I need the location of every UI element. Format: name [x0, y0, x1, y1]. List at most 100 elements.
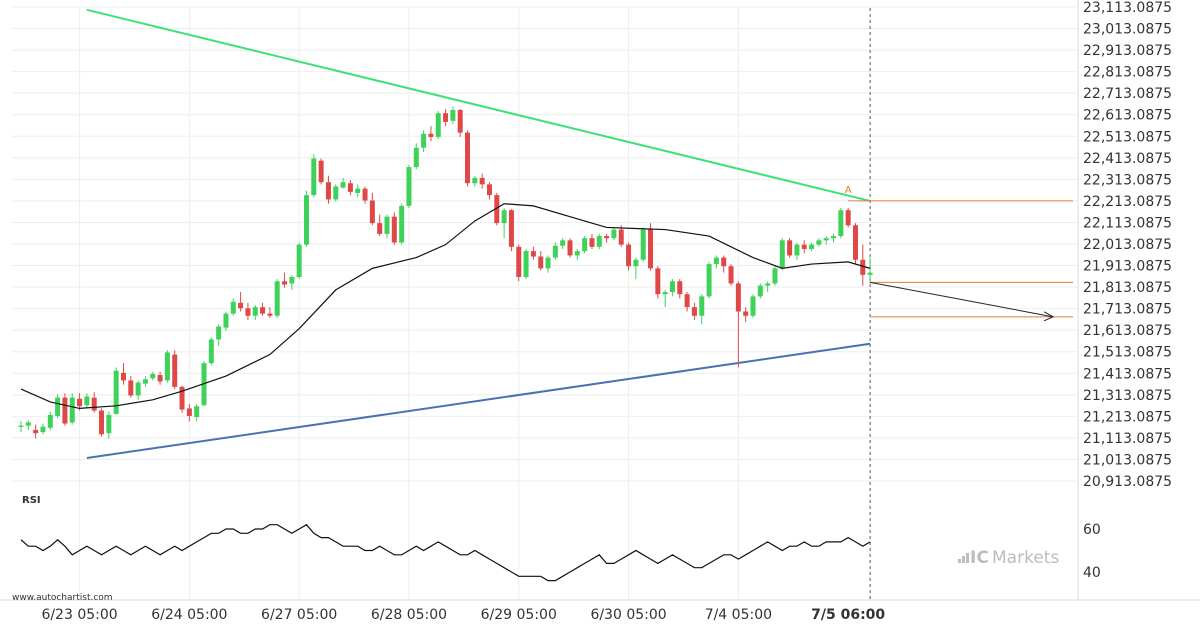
candle-body [523, 251, 529, 277]
candle-body [289, 276, 295, 284]
price-tick-label: 21,213.0875 [1083, 409, 1172, 425]
rsi-tick-label: 60 [1083, 522, 1101, 538]
candle-body [238, 302, 244, 309]
candle-body [604, 236, 610, 239]
candle-body [40, 426, 46, 433]
candle-body [479, 177, 485, 185]
time-tick-label: 6/24 05:00 [151, 607, 227, 623]
candle-body [318, 160, 324, 183]
candle-body [472, 177, 478, 184]
candle-body [809, 244, 815, 249]
candle-body [62, 397, 68, 424]
candle-body [296, 244, 302, 277]
time-tick-label: 6/27 05:00 [261, 607, 337, 623]
candle-body [194, 406, 200, 418]
candle-body [640, 229, 646, 260]
price-tick-label: 22,013.0875 [1083, 237, 1172, 253]
price-tick-label: 21,913.0875 [1083, 259, 1172, 275]
candle-body [501, 210, 507, 224]
overlay: A [20, 185, 1073, 410]
candle-body [142, 379, 148, 384]
candle-body [282, 281, 288, 285]
candle-body [252, 307, 258, 316]
time-tick-label: 6/28 05:00 [371, 607, 447, 623]
price-tick-label: 22,313.0875 [1083, 172, 1172, 188]
candle-body [106, 414, 112, 434]
candle-body [303, 195, 309, 245]
candle-body [120, 372, 126, 381]
candle-body [508, 210, 514, 247]
candle-body [55, 397, 61, 416]
candle-body [567, 240, 573, 256]
candle-body [486, 184, 492, 196]
pattern-label: A [845, 185, 852, 196]
candle-body [662, 292, 668, 295]
candle-body [582, 238, 588, 252]
price-tick-label: 23,113.0875 [1083, 0, 1172, 16]
projection-arrowhead [1043, 311, 1055, 322]
candle-body [626, 244, 632, 267]
candle-body [596, 236, 602, 247]
candle-body [516, 246, 522, 277]
rsi-label: RSI [22, 495, 41, 506]
candle-body [713, 257, 719, 265]
candle-body [691, 307, 697, 316]
time-tick-label: 7/4 05:00 [705, 607, 772, 623]
candle-body [845, 210, 851, 226]
candle-body [384, 216, 390, 234]
candle-body [421, 133, 427, 148]
price-tick-label: 22,213.0875 [1083, 194, 1172, 210]
candle-body [157, 375, 163, 382]
candle-body [816, 240, 822, 245]
price-tick-label: 21,413.0875 [1083, 366, 1172, 382]
candle-body [355, 188, 361, 193]
candle-body [325, 182, 331, 200]
candle-body [757, 285, 763, 297]
price-tick-label: 22,813.0875 [1083, 65, 1172, 81]
price-tick-label: 22,113.0875 [1083, 215, 1172, 231]
time-tick-label: 6/29 05:00 [481, 607, 557, 623]
price-tick-label: 21,713.0875 [1083, 302, 1172, 318]
candle-body [428, 133, 434, 137]
candle-body [450, 110, 456, 121]
candle-body [655, 268, 661, 295]
candle-body [494, 195, 500, 224]
brand-logo: IC Markets [958, 548, 1059, 568]
candle-body [150, 373, 156, 379]
candle-body [311, 158, 317, 196]
candle-body [443, 113, 449, 122]
candle-body [560, 240, 566, 246]
candle-body [823, 238, 829, 241]
candle-body [99, 410, 105, 435]
candle-body [33, 429, 39, 434]
lower-trend-line [86, 342, 871, 459]
candle-body [794, 244, 800, 256]
price-tick-label: 22,513.0875 [1083, 129, 1172, 145]
candle-body [721, 257, 727, 267]
candle-body [743, 311, 749, 316]
candle-body [274, 281, 280, 316]
candle-body [391, 216, 397, 243]
price-tick-label: 20,913.0875 [1083, 474, 1172, 490]
trend-lines [86, 8, 871, 459]
candle-body [765, 283, 771, 286]
candle-body [589, 238, 595, 247]
candle-body [838, 210, 844, 237]
projection-line [870, 281, 1054, 318]
candle-body [831, 236, 837, 239]
candle-body [164, 352, 170, 381]
price-tick-label: 22,413.0875 [1083, 151, 1172, 167]
candle-body [538, 256, 544, 269]
candle-body [530, 251, 536, 257]
candle-body [545, 257, 551, 269]
candle-body [208, 339, 214, 364]
logo-bar-icon [962, 556, 965, 563]
candle-body [77, 398, 83, 407]
candle-body [735, 283, 741, 312]
candle-body [128, 380, 134, 396]
candle-body [465, 132, 471, 184]
time-tick-label: 6/30 05:00 [590, 607, 666, 623]
